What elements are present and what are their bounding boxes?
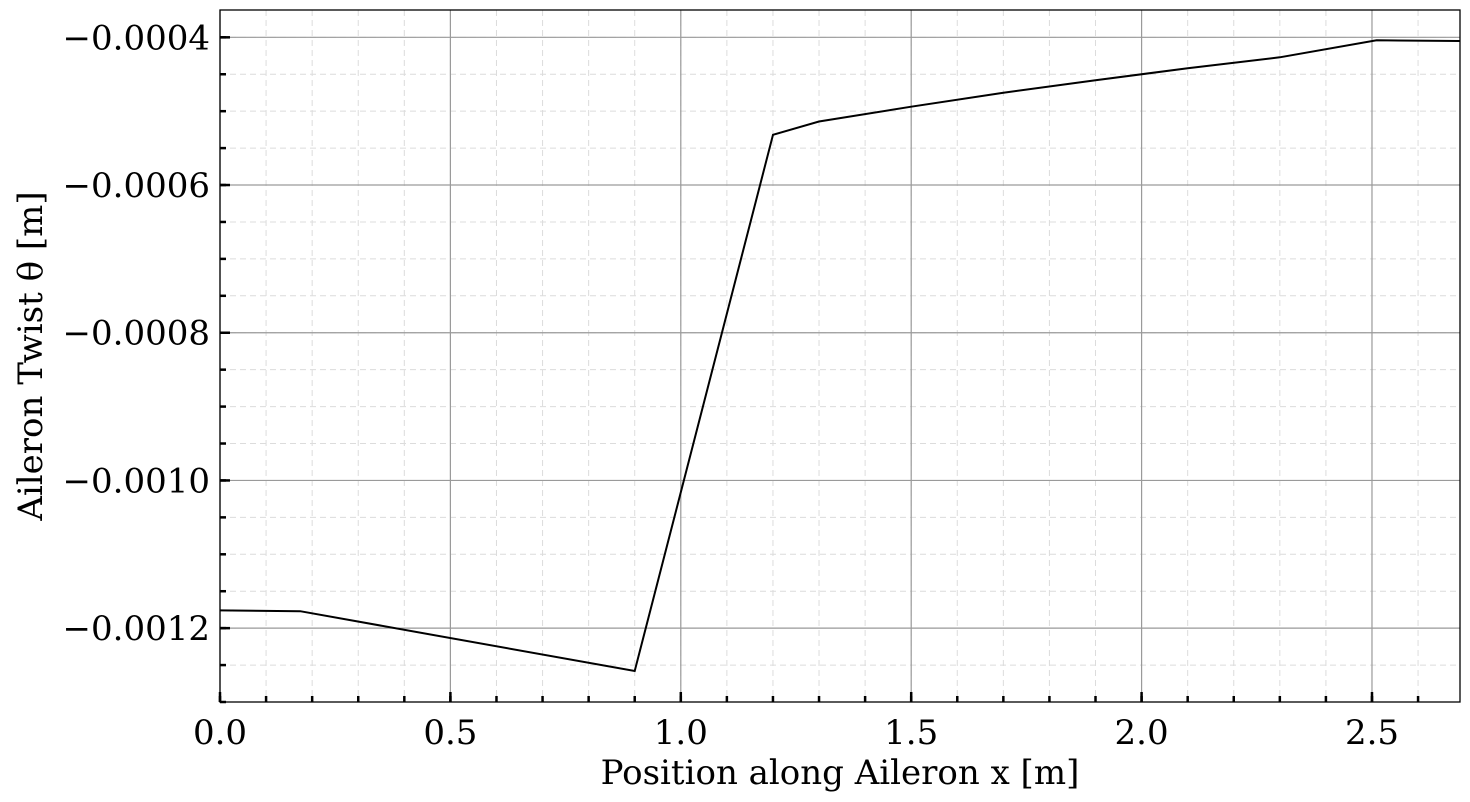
tick-labels: 0.0 0.5 1.0 1.5 2.0 2.5 −0.0012 −0.0010 −0.0008 −… <box>63 18 1399 753</box>
y-tick-label: −0.0010 <box>63 461 210 501</box>
x-tick-label: 1.5 <box>884 713 938 753</box>
y-tick-label: −0.0012 <box>63 609 210 649</box>
y-tick-label: −0.0006 <box>63 166 210 206</box>
y-tick-label: −0.0004 <box>63 18 210 58</box>
series-line <box>219 39 1461 673</box>
y-axis-label: Aileron Twist θ [m] <box>11 191 51 521</box>
minor-grid <box>219 10 1460 703</box>
x-axis-label: Position along Aileron x [m] <box>601 753 1080 793</box>
x-tick-label: 0.0 <box>193 713 247 753</box>
axis-ticks <box>218 36 1420 704</box>
y-tick-label: −0.0008 <box>63 314 210 354</box>
major-grid <box>219 10 1460 702</box>
x-tick-label: 2.5 <box>1345 713 1399 753</box>
x-tick-label: 1.0 <box>654 713 708 753</box>
plot-frame <box>219 9 1461 703</box>
x-tick-label: 2.0 <box>1115 713 1169 753</box>
x-tick-label: 0.5 <box>423 713 477 753</box>
